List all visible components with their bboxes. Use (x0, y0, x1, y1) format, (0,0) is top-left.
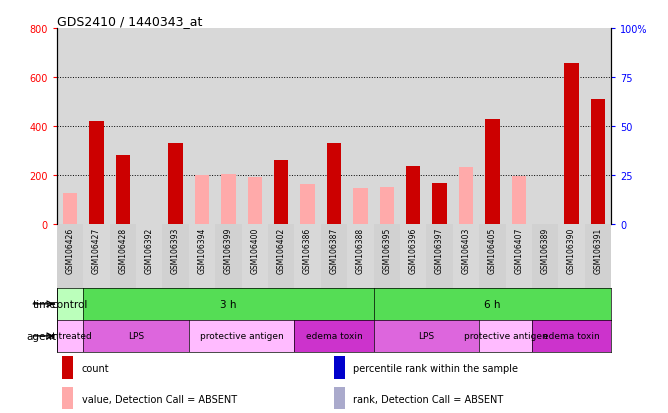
Text: GSM106390: GSM106390 (567, 228, 576, 274)
Bar (564, 64, 579, 224)
Bar (400, 224, 426, 288)
Text: agent: agent (27, 331, 57, 341)
Bar (485, 119, 500, 224)
Bar (84, 288, 373, 320)
Bar (334, 387, 345, 410)
Bar (532, 320, 611, 352)
Bar (301, 185, 315, 224)
Bar (57, 288, 84, 320)
Bar (321, 224, 347, 288)
Bar (57, 320, 84, 352)
Bar (89, 122, 104, 224)
Text: control: control (52, 299, 88, 309)
Bar (295, 224, 321, 288)
Bar (62, 387, 73, 410)
Bar (242, 224, 268, 288)
Text: GSM106400: GSM106400 (250, 228, 259, 274)
Text: GDS2410 / 1440343_at: GDS2410 / 1440343_at (57, 15, 202, 28)
Text: GSM106389: GSM106389 (540, 228, 550, 273)
Bar (84, 320, 189, 352)
Bar (268, 224, 295, 288)
Text: edema toxin: edema toxin (543, 332, 600, 341)
Bar (57, 224, 84, 288)
Text: GSM106388: GSM106388 (356, 228, 365, 273)
Text: GSM106407: GSM106407 (514, 228, 523, 274)
Text: GSM106427: GSM106427 (92, 228, 101, 273)
Text: value, Detection Call = ABSENT: value, Detection Call = ABSENT (81, 394, 237, 404)
Bar (373, 288, 611, 320)
Bar (479, 320, 532, 352)
Text: GSM106396: GSM106396 (409, 228, 418, 274)
Bar (506, 224, 532, 288)
Text: GSM106394: GSM106394 (198, 228, 206, 274)
Bar (62, 356, 73, 379)
Bar (459, 168, 473, 224)
Bar (63, 194, 77, 224)
Text: count: count (81, 363, 110, 373)
Text: GSM106395: GSM106395 (382, 228, 391, 274)
Bar (591, 100, 605, 224)
Text: time: time (33, 299, 57, 309)
Bar (584, 224, 611, 288)
Bar (195, 176, 209, 224)
Bar (136, 224, 162, 288)
Bar (373, 224, 400, 288)
Bar (334, 356, 345, 379)
Bar (110, 224, 136, 288)
Text: untreated: untreated (47, 332, 92, 341)
Text: edema toxin: edema toxin (306, 332, 362, 341)
Bar (189, 224, 215, 288)
Bar (373, 320, 479, 352)
Bar (295, 320, 373, 352)
Text: GSM106392: GSM106392 (145, 228, 154, 273)
Bar (221, 174, 236, 224)
Text: protective antigen: protective antigen (200, 332, 283, 341)
Bar (426, 224, 453, 288)
Text: LPS: LPS (128, 332, 144, 341)
Text: GSM106428: GSM106428 (118, 228, 128, 273)
Text: rank, Detection Call = ABSENT: rank, Detection Call = ABSENT (353, 394, 504, 404)
Bar (453, 224, 479, 288)
Bar (168, 144, 183, 224)
Text: LPS: LPS (418, 332, 434, 341)
Text: GSM106426: GSM106426 (65, 228, 74, 273)
Bar (379, 188, 394, 224)
Text: GSM106399: GSM106399 (224, 228, 233, 274)
Bar (274, 160, 289, 224)
Bar (84, 224, 110, 288)
Bar (327, 144, 341, 224)
Text: GSM106403: GSM106403 (462, 228, 470, 274)
Text: 6 h: 6 h (484, 299, 500, 309)
Text: GSM106386: GSM106386 (303, 228, 312, 273)
Text: GSM106405: GSM106405 (488, 228, 497, 274)
Bar (116, 156, 130, 224)
Bar (512, 176, 526, 224)
Bar (406, 166, 420, 224)
Text: 3 h: 3 h (220, 299, 236, 309)
Bar (432, 184, 447, 224)
Text: GSM106391: GSM106391 (594, 228, 603, 273)
Bar (189, 320, 295, 352)
Text: GSM106397: GSM106397 (435, 228, 444, 274)
Bar (215, 224, 242, 288)
Bar (479, 224, 506, 288)
Bar (248, 178, 262, 224)
Text: GSM106402: GSM106402 (277, 228, 286, 273)
Bar (162, 224, 189, 288)
Text: percentile rank within the sample: percentile rank within the sample (353, 363, 518, 373)
Bar (558, 224, 584, 288)
Bar (353, 188, 367, 224)
Bar (532, 224, 558, 288)
Text: GSM106387: GSM106387 (329, 228, 339, 273)
Text: GSM106393: GSM106393 (171, 228, 180, 274)
Text: protective antigen: protective antigen (464, 332, 548, 341)
Bar (347, 224, 373, 288)
